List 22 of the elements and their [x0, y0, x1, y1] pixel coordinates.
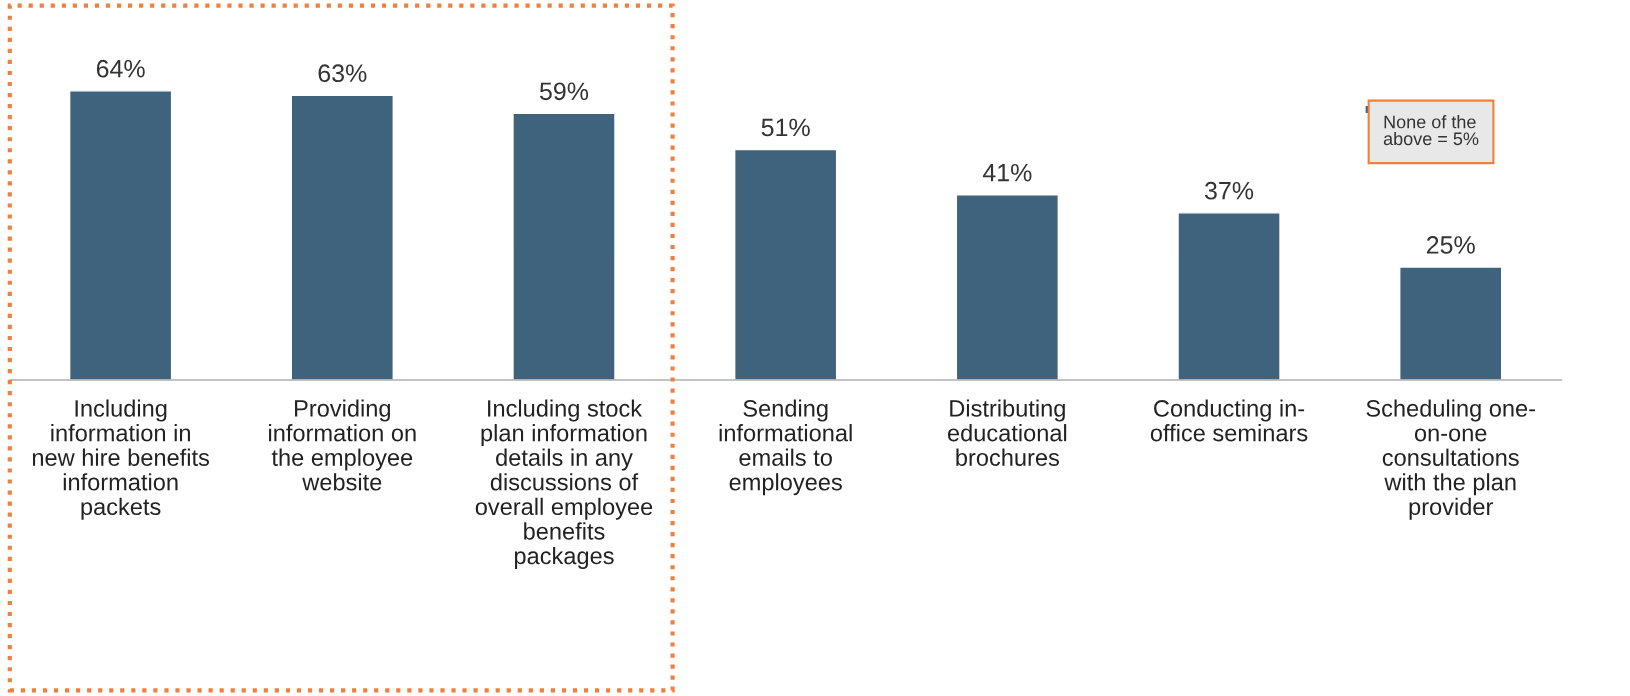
x-tick-label: Including information in new hire benefits information packets — [32, 399, 210, 520]
data-label: 51% — [761, 118, 810, 137]
x-tick-label: Scheduling one- on-one consultations with the plan provider — [1366, 399, 1535, 520]
data-label: 41% — [982, 163, 1032, 182]
bar — [1177, 212, 1281, 381]
bar — [733, 148, 838, 381]
bar — [955, 194, 1060, 381]
x-tick-label: Providing information on the employee website — [269, 399, 416, 491]
x-tick-label: Conducting in- office seminars — [1150, 399, 1308, 442]
bar — [290, 94, 394, 381]
bar — [512, 112, 616, 381]
x-tick-label: Including stock plan information details in any discussions of overall employee benefits packages — [475, 399, 653, 569]
data-label: 63% — [318, 64, 367, 83]
data-label: 37% — [1204, 181, 1254, 200]
data-label: 25% — [1426, 236, 1475, 254]
data-label: 59% — [539, 82, 589, 101]
x-tick-label: Sending informational emails to employees — [719, 399, 852, 496]
bar — [68, 90, 173, 381]
bar — [1399, 266, 1503, 381]
annotation: None of the above = 5% — [1383, 115, 1479, 146]
x-tick-label: Distributing educational brochures — [947, 399, 1067, 466]
data-label: 64% — [96, 59, 145, 78]
